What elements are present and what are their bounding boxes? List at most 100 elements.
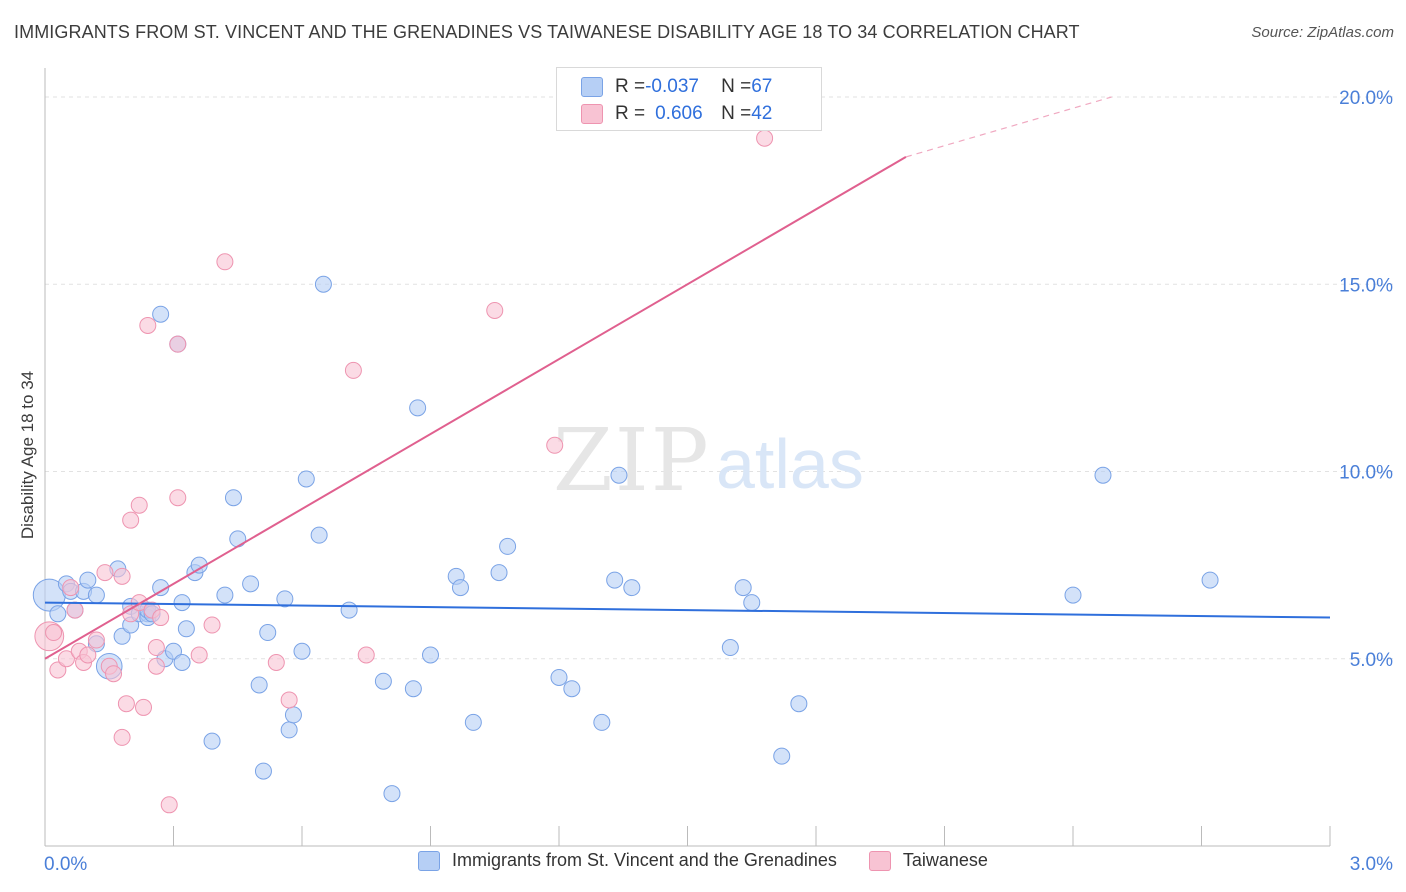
r-value: -0.037: [645, 76, 699, 97]
trend-line-taiwanese-extension: [905, 96, 1112, 158]
x-tick-label: 3.0%: [1350, 854, 1393, 875]
source-link[interactable]: ZipAtlas.com: [1307, 24, 1394, 41]
point-immigrants: [297, 470, 315, 488]
point-immigrants: [242, 575, 260, 593]
source-prefix: Source:: [1251, 24, 1308, 41]
legend-label: Immigrants from St. Vincent and the Gren…: [452, 850, 837, 870]
legend-item-taiwanese[interactable]: Taiwanese: [868, 850, 988, 871]
point-immigrants: [383, 785, 401, 803]
y-tick-label: 15.0%: [1339, 275, 1393, 296]
n-value: 42: [751, 103, 773, 124]
y-tick-label: 10.0%: [1339, 463, 1393, 484]
point-taiwanese: [216, 253, 234, 271]
point-taiwanese: [756, 129, 774, 147]
point-immigrants: [254, 762, 272, 780]
point-taiwanese: [79, 646, 97, 664]
point-immigrants: [216, 586, 234, 604]
point-taiwanese: [122, 511, 140, 529]
point-immigrants: [284, 706, 302, 724]
legend-item-immigrants[interactable]: Immigrants from St. Vincent and the Gren…: [418, 850, 837, 871]
point-immigrants: [113, 627, 131, 645]
point-taiwanese: [62, 579, 80, 597]
point-immigrants: [229, 530, 247, 548]
stats-row-blue: R = -0.037 N = 67: [581, 74, 772, 100]
blue-swatch: [581, 77, 603, 97]
point-taiwanese: [96, 564, 114, 582]
point-immigrants: [451, 579, 469, 597]
watermark-zip: ZIP: [553, 411, 711, 511]
trend-line-taiwanese: [44, 156, 907, 660]
stats-row-pink: R = 0.606 N = 42: [581, 101, 772, 127]
point-immigrants: [1201, 571, 1219, 589]
blue-swatch: [418, 850, 441, 871]
point-immigrants: [773, 747, 791, 765]
axes: [44, 68, 1331, 847]
point-taiwanese: [135, 698, 153, 716]
point-immigrants: [340, 601, 358, 619]
r-label: R =: [615, 76, 646, 97]
point-immigrants: [606, 571, 624, 589]
point-taiwanese: [152, 609, 170, 627]
stats-legend: R = -0.037 N = 67 R = 0.606 N = 42: [556, 67, 822, 131]
tick-labels: 5.0% 10.0% 15.0% 20.0% 0.0% 3.0%: [44, 88, 1393, 875]
point-taiwanese: [117, 695, 135, 713]
point-immigrants: [490, 564, 508, 582]
point-immigrants: [563, 680, 581, 698]
grid-lines: [45, 96, 1393, 660]
y-tick-label: 20.0%: [1339, 88, 1393, 109]
r-label: R =: [615, 103, 646, 124]
point-immigrants: [1094, 466, 1112, 484]
point-taiwanese: [87, 631, 105, 649]
point-immigrants: [87, 586, 105, 604]
trend-lines: [44, 96, 1331, 660]
n-value: 67: [751, 76, 773, 97]
point-immigrants: [224, 489, 242, 507]
y-axis-label: Disability Age 18 to 34: [18, 370, 37, 540]
point-immigrants: [734, 579, 752, 597]
point-taiwanese: [169, 489, 187, 507]
point-taiwanese: [139, 316, 157, 334]
source-note: Source: ZipAtlas.com: [1251, 24, 1394, 41]
point-taiwanese: [113, 728, 131, 746]
point-immigrants: [743, 594, 761, 612]
point-taiwanese: [45, 624, 63, 642]
n-label: N =: [721, 76, 752, 97]
point-taiwanese: [113, 567, 131, 585]
point-immigrants: [593, 713, 611, 731]
point-immigrants: [310, 526, 328, 544]
point-immigrants: [173, 594, 191, 612]
point-taiwanese: [486, 301, 504, 319]
point-taiwanese: [147, 657, 165, 675]
legend-label: Taiwanese: [902, 850, 988, 870]
point-immigrants: [280, 721, 298, 739]
point-immigrants: [250, 676, 268, 694]
point-immigrants: [790, 695, 808, 713]
point-taiwanese: [357, 646, 375, 664]
trend-line-immigrants: [44, 601, 1331, 619]
point-immigrants: [79, 571, 97, 589]
point-taiwanese: [546, 436, 564, 454]
y-tick-label: 5.0%: [1350, 650, 1393, 671]
point-immigrants: [404, 680, 422, 698]
point-taiwanese: [57, 650, 75, 668]
point-immigrants: [610, 466, 628, 484]
point-immigrants: [409, 399, 427, 417]
point-immigrants: [464, 713, 482, 731]
point-taiwanese: [105, 665, 123, 683]
point-taiwanese: [147, 639, 165, 657]
point-immigrants: [1064, 586, 1082, 604]
point-immigrants: [499, 537, 517, 555]
point-immigrants: [314, 275, 332, 293]
point-taiwanese: [160, 796, 178, 814]
point-taiwanese: [169, 335, 187, 353]
point-immigrants: [374, 672, 392, 690]
point-immigrants: [259, 624, 277, 642]
point-immigrants: [623, 579, 641, 597]
pink-swatch: [581, 104, 603, 124]
point-immigrants: [550, 668, 568, 686]
point-immigrants: [422, 646, 439, 664]
pink-swatch: [868, 850, 891, 871]
point-taiwanese: [267, 653, 285, 671]
point-taiwanese: [203, 616, 221, 634]
